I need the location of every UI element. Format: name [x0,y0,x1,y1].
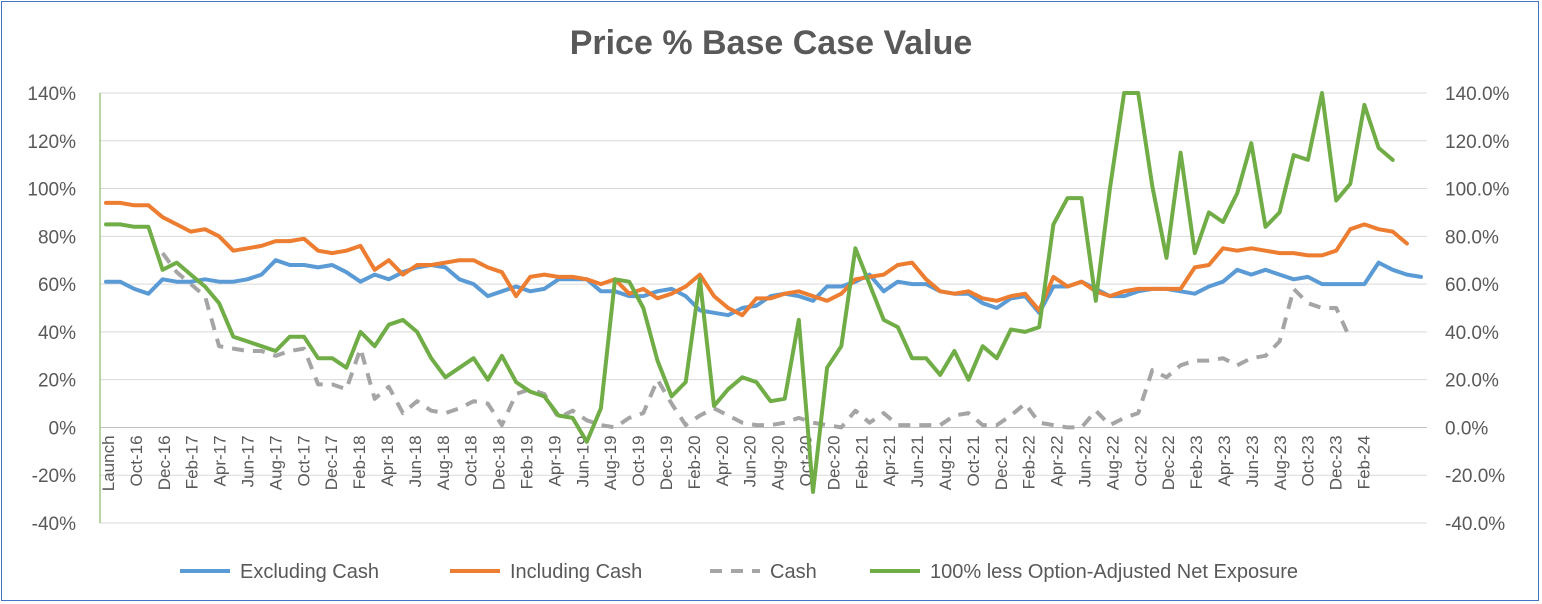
x-tick-label: Aug-17 [266,435,285,490]
x-tick-label: Apr-19 [545,435,564,486]
x-tick-label: Aug-20 [769,435,788,490]
y-tick-left: 80% [38,227,76,248]
series-line-cash [160,251,1353,430]
y-tick-right: -20.0% [1445,466,1505,487]
x-tick-label: Aug-19 [601,435,620,490]
x-tick-label: Feb-23 [1187,435,1206,489]
x-tick-label: Dec-23 [1327,435,1346,490]
gridlines [100,92,1427,524]
x-tick-label: Jun-21 [908,435,927,487]
x-tick-label: Jun-19 [573,435,592,487]
legend-label: Cash [770,561,817,583]
y-tick-right: 80.0% [1445,227,1499,248]
y-tick-right: 20.0% [1445,371,1499,392]
y-tick-left: -20% [32,466,76,487]
x-tick-label: Apr-18 [378,435,397,486]
y-tick-left: 0% [49,418,77,439]
legend-label: Including Cash [510,561,642,583]
series-line-excluding-cash [104,258,1423,318]
x-tick-label: Feb-22 [1020,435,1039,489]
axes [99,93,1427,523]
y-tick-left: 40% [38,323,76,344]
x-tick-label: Feb-20 [685,435,704,489]
x-axis: Launch Oct-16 Dec-16 Feb-17 Apr-17 Jun-17 Aug-… [99,435,1374,491]
legend-label: 100% less Option-Adjusted Net Exposure [930,561,1298,583]
x-tick-label: Oct-23 [1299,435,1318,486]
x-tick-label: Jun-17 [239,435,258,487]
x-tick-label: Jun-20 [741,435,760,487]
y-tick-right: 40.0% [1445,323,1499,344]
x-tick-label: Dec-19 [657,435,676,490]
x-tick-label: Apr-23 [1215,435,1234,486]
y-tick-right: -40.0% [1445,514,1505,535]
x-tick-label: Aug-18 [434,435,453,490]
x-tick-label: Launch [99,435,118,491]
x-tick-label: Apr-22 [1048,435,1067,486]
x-tick-label: Dec-16 [155,435,174,490]
x-tick-label: Feb-19 [518,435,537,489]
series-line-including-cash [104,200,1409,318]
x-tick-label: Dec-18 [490,435,509,490]
x-tick-label: Jun-22 [1076,435,1095,487]
legend: Excluding Cash Including Cash Cash 100% les… [180,561,1298,583]
y-tick-right: 0.0% [1445,418,1488,439]
x-tick-label: Feb-17 [183,435,202,489]
y-tick-right: 100.0% [1445,180,1510,201]
x-tick-label: Aug-23 [1271,435,1290,490]
y-tick-left: 60% [38,275,76,296]
x-tick-label: Dec-21 [992,435,1011,490]
series-line-100-less-option-adjusted-net-exposure [104,91,1395,494]
y-tick-left: 120% [27,132,76,153]
y-tick-right: 140.0% [1445,84,1510,105]
right-y-axis: 140.0% 120.0% 100.0% 80.0% 60.0% 40.0% 20.0% 0.… [1445,84,1510,535]
x-tick-label: Jun-23 [1243,435,1262,487]
x-tick-label: Aug-22 [1103,435,1122,490]
y-tick-right: 60.0% [1445,275,1499,296]
x-tick-label: Apr-20 [713,435,732,486]
x-tick-label: Oct-18 [462,435,481,486]
legend-label: Excluding Cash [240,561,379,583]
y-tick-left: 140% [27,84,76,105]
left-y-axis: 140% 120% 100% 80% 60% 40% 20% 0% -20% -40% [27,84,76,535]
x-tick-label: Oct-17 [294,435,313,486]
x-tick-label: Jun-18 [406,435,425,487]
x-tick-label: Oct-22 [1131,435,1150,486]
x-tick-label: Feb-24 [1355,435,1374,489]
x-tick-label: Oct-16 [127,435,146,486]
y-tick-left: 20% [38,371,76,392]
x-tick-label: Oct-19 [629,435,648,486]
x-tick-label: Feb-18 [350,435,369,489]
x-tick-label: Apr-17 [211,435,230,486]
x-tick-label: Feb-21 [852,435,871,489]
x-tick-label: Oct-21 [964,435,983,486]
chart-title: Price % Base Case Value [570,24,973,62]
x-tick-label: Aug-21 [936,435,955,490]
y-tick-right: 120.0% [1445,132,1510,153]
x-tick-label: Dec-22 [1159,435,1178,490]
x-tick-label: Apr-21 [880,435,899,486]
y-tick-left: -40% [32,514,76,535]
x-tick-label: Dec-17 [322,435,341,490]
series-lines [104,91,1423,494]
x-tick-label: Dec-20 [824,435,843,490]
y-tick-left: 100% [27,180,76,201]
